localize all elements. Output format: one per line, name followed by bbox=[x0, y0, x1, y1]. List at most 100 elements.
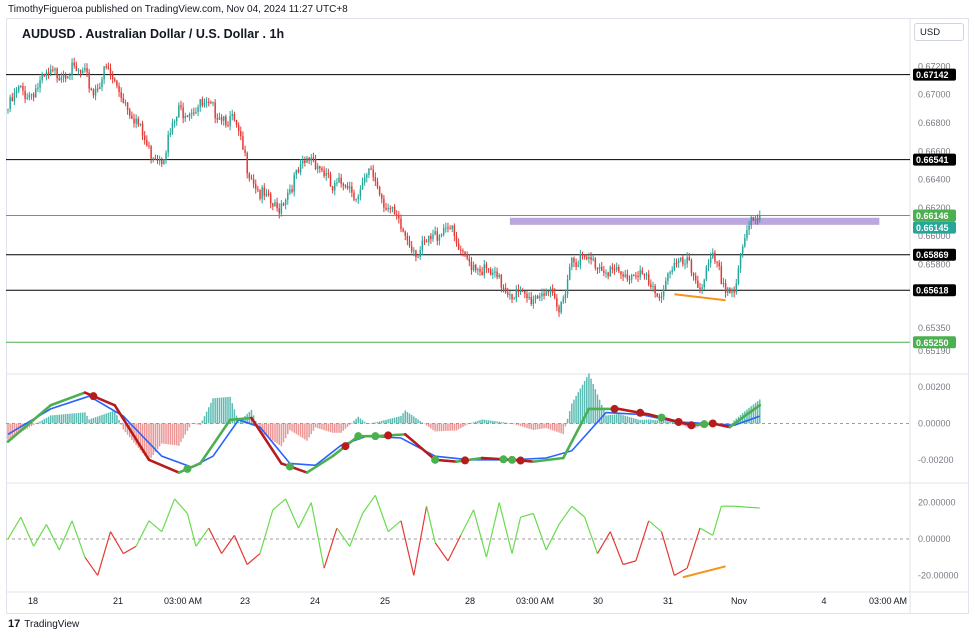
macd-histogram-bar bbox=[530, 423, 532, 430]
candle-body bbox=[718, 262, 720, 267]
currency-button[interactable]: USD bbox=[914, 23, 964, 41]
macd-histogram-bar bbox=[556, 423, 558, 432]
macd-histogram-bar bbox=[630, 417, 633, 424]
macd-histogram-bar bbox=[374, 422, 377, 424]
candle-body bbox=[656, 293, 659, 297]
candle-body bbox=[449, 228, 451, 230]
macd-histogram-bar bbox=[338, 423, 340, 433]
oscillator-line-segment bbox=[336, 527, 351, 547]
last-price-label-bg bbox=[913, 221, 956, 234]
oscillator-line-segment bbox=[532, 513, 547, 551]
tradingview-logo-icon[interactable]: 17 bbox=[8, 618, 21, 630]
candle-body bbox=[720, 266, 723, 284]
candle-body bbox=[605, 272, 607, 274]
candle-body bbox=[671, 270, 673, 272]
candle-body bbox=[229, 115, 231, 126]
macd-histogram-bar bbox=[118, 419, 120, 424]
candle-body bbox=[178, 105, 180, 117]
macd-histogram-bar bbox=[547, 423, 550, 429]
candle-body bbox=[90, 88, 93, 90]
macd-histogram-bar bbox=[453, 423, 456, 431]
candle-body bbox=[455, 236, 458, 244]
macd-histogram-bar bbox=[60, 414, 63, 424]
candle-body bbox=[342, 183, 345, 186]
macd-histogram-bar bbox=[86, 415, 88, 424]
macd-histogram-bar bbox=[359, 418, 362, 424]
macd-histogram-bar bbox=[647, 419, 650, 424]
candle-body bbox=[146, 140, 148, 146]
candle-body bbox=[314, 159, 317, 169]
candle-body bbox=[32, 94, 35, 98]
candle-body bbox=[393, 206, 396, 215]
candle-body bbox=[372, 169, 374, 178]
candle-body bbox=[647, 274, 650, 285]
candle-body bbox=[637, 275, 639, 278]
macd-histogram-bar bbox=[250, 409, 253, 424]
level-price-label: 0.66146 bbox=[916, 211, 949, 221]
macd-histogram-bar bbox=[376, 421, 379, 424]
macd-histogram-bar bbox=[750, 406, 752, 424]
candle-body bbox=[643, 273, 646, 276]
macd-cross-marker bbox=[516, 456, 525, 465]
macd-histogram-bar bbox=[489, 420, 492, 424]
footer-brand: TradingView bbox=[24, 618, 80, 630]
macd-histogram-bar bbox=[167, 423, 169, 445]
candle-body bbox=[716, 261, 718, 263]
time-tick-label: 31 bbox=[663, 596, 673, 606]
macd-histogram-bar bbox=[408, 413, 411, 424]
macd-histogram-bar bbox=[357, 416, 360, 424]
macd-histogram-bar bbox=[626, 416, 629, 424]
macd-histogram-bar bbox=[158, 423, 161, 447]
level-price-label-bg bbox=[913, 336, 956, 349]
macd-histogram-bar bbox=[643, 419, 646, 424]
candle-body bbox=[235, 120, 238, 126]
macd-histogram-bar bbox=[135, 423, 137, 446]
candle-body bbox=[474, 264, 477, 271]
macd-histogram-bar bbox=[171, 423, 174, 445]
candle-body bbox=[269, 193, 272, 204]
candle-body bbox=[37, 87, 39, 89]
candle-body bbox=[77, 70, 80, 72]
candle-body bbox=[513, 298, 515, 300]
macd-histogram-bar bbox=[47, 416, 50, 424]
candle-body bbox=[92, 89, 95, 96]
macd-histogram-bar bbox=[71, 413, 73, 424]
candle-body bbox=[41, 74, 43, 81]
candle-body bbox=[524, 291, 526, 294]
price-tick-label: 0.66600 bbox=[918, 146, 951, 156]
candle-body bbox=[598, 266, 601, 270]
resistance-zone bbox=[509, 217, 880, 225]
price-tick-label: 0.66800 bbox=[918, 118, 951, 128]
candle-body bbox=[622, 274, 624, 277]
macd-histogram-bar bbox=[49, 415, 52, 424]
candle-body bbox=[233, 113, 236, 121]
oscillator-line-segment bbox=[221, 535, 235, 554]
macd-histogram-bar bbox=[558, 423, 560, 433]
candle-body bbox=[265, 193, 268, 196]
macd-histogram-bar bbox=[432, 423, 434, 430]
candle-body bbox=[13, 93, 16, 101]
candle-body bbox=[408, 240, 411, 246]
macd-histogram-bar bbox=[199, 423, 201, 426]
candle-body bbox=[244, 149, 246, 153]
macd-histogram-bar bbox=[436, 423, 439, 432]
candle-body bbox=[532, 299, 535, 304]
macd-histogram-bar bbox=[237, 421, 240, 424]
candle-body bbox=[165, 152, 167, 160]
candle-body bbox=[712, 252, 714, 258]
macd-histogram-bar bbox=[210, 402, 212, 424]
macd-histogram-bar bbox=[301, 423, 304, 439]
candle-body bbox=[521, 290, 524, 292]
macd-histogram-bar bbox=[336, 423, 338, 433]
macd-histogram-bar bbox=[327, 423, 330, 432]
macd-cross-marker bbox=[499, 455, 508, 464]
macd-histogram-bar bbox=[9, 423, 11, 439]
candle-body bbox=[410, 245, 413, 252]
candle-body bbox=[20, 85, 22, 87]
macd-histogram-bar bbox=[457, 423, 460, 430]
candle-body bbox=[195, 111, 197, 114]
candle-body bbox=[150, 146, 152, 159]
candle-body bbox=[173, 121, 176, 123]
macd-histogram-bar bbox=[370, 422, 372, 424]
